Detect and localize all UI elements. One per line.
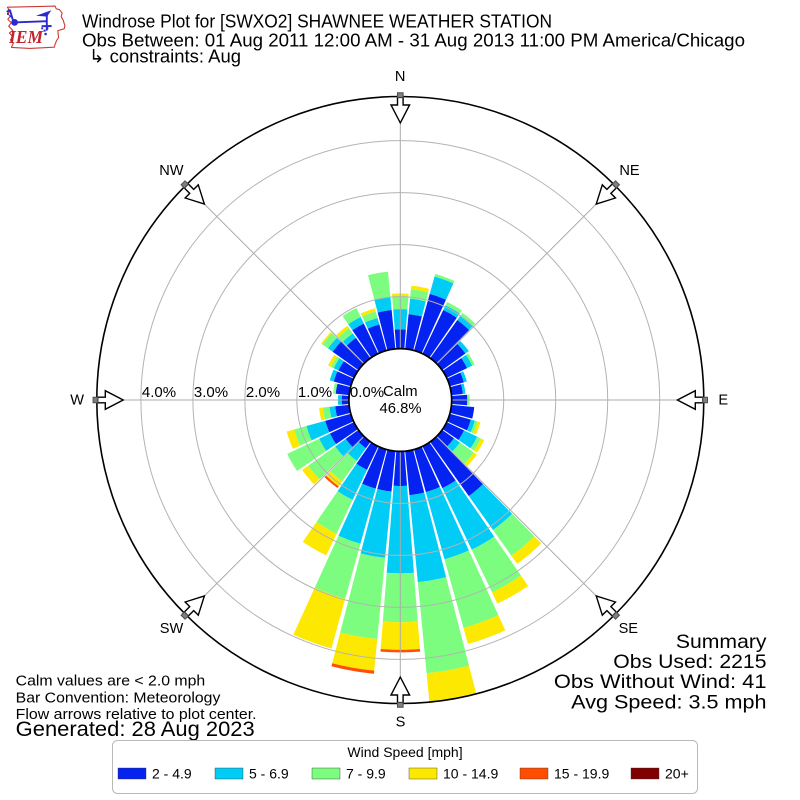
svg-text:SE: SE (619, 621, 639, 637)
svg-text:Calm: Calm (383, 384, 418, 400)
svg-text:N: N (395, 69, 406, 85)
svg-text:SW: SW (160, 621, 184, 637)
svg-text:2 - 4.9: 2 - 4.9 (152, 766, 192, 782)
svg-text:Obs Without Wind: 41: Obs Without Wind: 41 (554, 671, 767, 693)
svg-text:Calm values are < 2.0 mph: Calm values are < 2.0 mph (16, 674, 205, 690)
svg-text:7 - 9.9: 7 - 9.9 (346, 766, 386, 782)
svg-text:0.0%: 0.0% (350, 384, 384, 401)
svg-text:Avg Speed: 3.5 mph: Avg Speed: 3.5 mph (571, 691, 766, 713)
svg-text:Generated: 28 Aug 2023: Generated: 28 Aug 2023 (16, 718, 255, 741)
svg-text:Wind Speed [mph]: Wind Speed [mph] (347, 744, 462, 760)
svg-text:Obs Between: 01 Aug 2011 12:00: Obs Between: 01 Aug 2011 12:00 AM - 31 A… (82, 30, 745, 51)
svg-text:NW: NW (159, 163, 184, 179)
svg-text:10 - 14.9: 10 - 14.9 (443, 766, 498, 782)
svg-text:Obs Used: 2215: Obs Used: 2215 (613, 651, 766, 673)
svg-text:1.0%: 1.0% (298, 384, 332, 401)
svg-text:3.0%: 3.0% (194, 384, 228, 401)
svg-text:W: W (70, 392, 84, 408)
svg-text:2.0%: 2.0% (246, 384, 280, 401)
svg-text:IEM: IEM (8, 27, 44, 47)
svg-text:Flow arrows relative to plot c: Flow arrows relative to plot center. (16, 707, 257, 723)
svg-text:Windrose Plot for [SWXO2] SHAW: Windrose Plot for [SWXO2] SHAWNEE WEATHE… (82, 11, 552, 32)
svg-text:5 - 6.9: 5 - 6.9 (249, 766, 289, 782)
svg-text:Bar Convention: Meteorology: Bar Convention: Meteorology (16, 691, 222, 707)
svg-text:S: S (396, 715, 406, 731)
svg-text:20+: 20+ (665, 766, 689, 782)
svg-text:Summary: Summary (676, 631, 767, 653)
svg-text:46.8%: 46.8% (380, 401, 422, 417)
svg-text:E: E (718, 392, 728, 408)
svg-text:4.0%: 4.0% (142, 384, 176, 401)
svg-text:↳ constraints: Aug: ↳ constraints: Aug (89, 46, 241, 67)
svg-text:15 - 19.9: 15 - 19.9 (554, 766, 609, 782)
svg-text:NE: NE (619, 163, 640, 179)
